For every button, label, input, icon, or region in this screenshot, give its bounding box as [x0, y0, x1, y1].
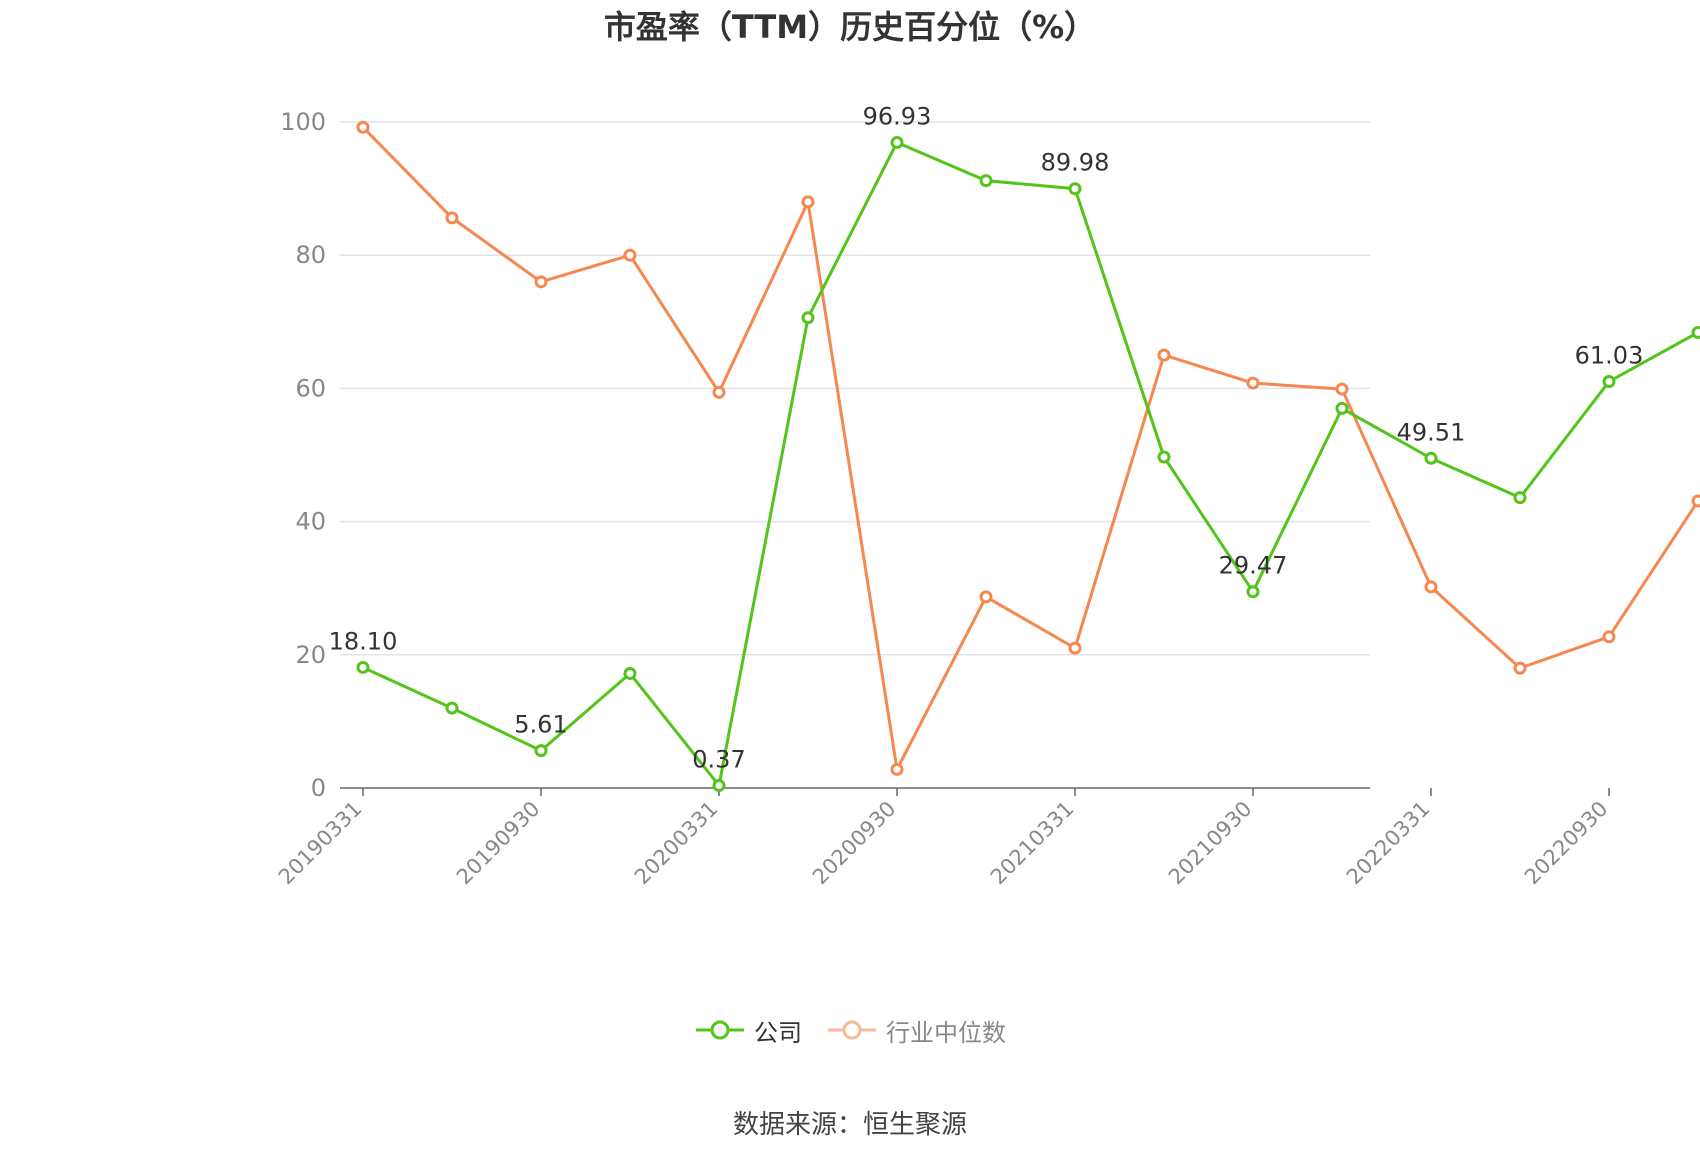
company-point — [1335, 401, 1349, 415]
company-point — [1602, 375, 1616, 389]
industry-point — [890, 762, 904, 776]
y-tick-label: 0 — [311, 774, 326, 802]
legend-industry-label: 行业中位数 — [886, 1018, 1006, 1047]
company-point — [534, 744, 548, 758]
company-point — [979, 174, 993, 188]
industry-point — [1424, 580, 1438, 594]
x-tick-label: 20190331 — [274, 797, 367, 890]
industry-point — [979, 590, 993, 604]
y-tick-label: 80 — [295, 241, 326, 269]
company-data-label: 49.51 — [1397, 418, 1466, 446]
company-data-label: 96.93 — [863, 102, 932, 130]
company-point — [801, 311, 815, 325]
company-point — [1157, 450, 1171, 464]
company-data-label: 61.03 — [1575, 342, 1644, 370]
company-point — [1691, 325, 1700, 339]
industry-point — [1068, 641, 1082, 655]
y-tick-label: 60 — [295, 374, 326, 402]
industry-series-line — [361, 126, 1700, 771]
company-point — [890, 135, 904, 149]
industry-point — [801, 195, 815, 209]
y-tick-label: 40 — [295, 508, 326, 536]
company-data-label: 89.98 — [1041, 149, 1110, 177]
company-point — [1246, 585, 1260, 599]
chart-legend: 公司 行业中位数 — [0, 1010, 1700, 1050]
company-point — [356, 660, 370, 674]
company-point — [623, 666, 637, 680]
x-tick-label: 20190930 — [452, 797, 545, 890]
company-point — [445, 701, 459, 715]
company-data-label: 0.37 — [692, 746, 745, 774]
industry-point — [712, 385, 726, 399]
y-tick-label: 20 — [295, 641, 326, 669]
x-tick-label: 20200930 — [808, 797, 901, 890]
industry-point — [1513, 661, 1527, 675]
company-series-line — [362, 140, 1700, 788]
industry-point — [356, 120, 370, 134]
industry-point — [1157, 348, 1171, 362]
company-data-label: 5.61 — [514, 711, 567, 739]
industry-point — [1335, 382, 1349, 396]
company-point — [1513, 491, 1527, 505]
industry-point — [1691, 494, 1700, 508]
x-tick-label: 20210930 — [1164, 797, 1257, 890]
company-data-label: 18.10 — [329, 627, 398, 655]
x-tick-label: 20220331 — [1342, 797, 1435, 890]
company-data-label: 29.47 — [1219, 552, 1288, 580]
legend-company-label: 公司 — [754, 1018, 802, 1047]
legend-company-marker-icon — [696, 1020, 744, 1040]
industry-point — [623, 248, 637, 262]
x-tick-label: 20220930 — [1520, 797, 1613, 890]
industry-point — [534, 275, 548, 289]
industry-point — [445, 211, 459, 225]
x-tick-label: 20210331 — [986, 797, 1079, 890]
legend-item-industry-median[interactable]: 行业中位数 — [826, 1013, 1006, 1048]
chart-title: 市盈率（TTM）历史百分位（%） — [603, 8, 1097, 46]
data-source-note: 数据来源：恒生聚源 — [732, 1110, 967, 1140]
company-point — [1068, 182, 1082, 196]
x-tick-label: 20200331 — [630, 797, 723, 890]
legend-item-company[interactable]: 公司 — [694, 1013, 802, 1048]
company-point — [1424, 451, 1438, 465]
y-tick-label: 100 — [280, 108, 326, 136]
industry-point — [1602, 630, 1616, 644]
company-point — [712, 779, 726, 793]
industry-point — [1246, 376, 1260, 390]
legend-industry-marker-icon — [828, 1020, 876, 1040]
